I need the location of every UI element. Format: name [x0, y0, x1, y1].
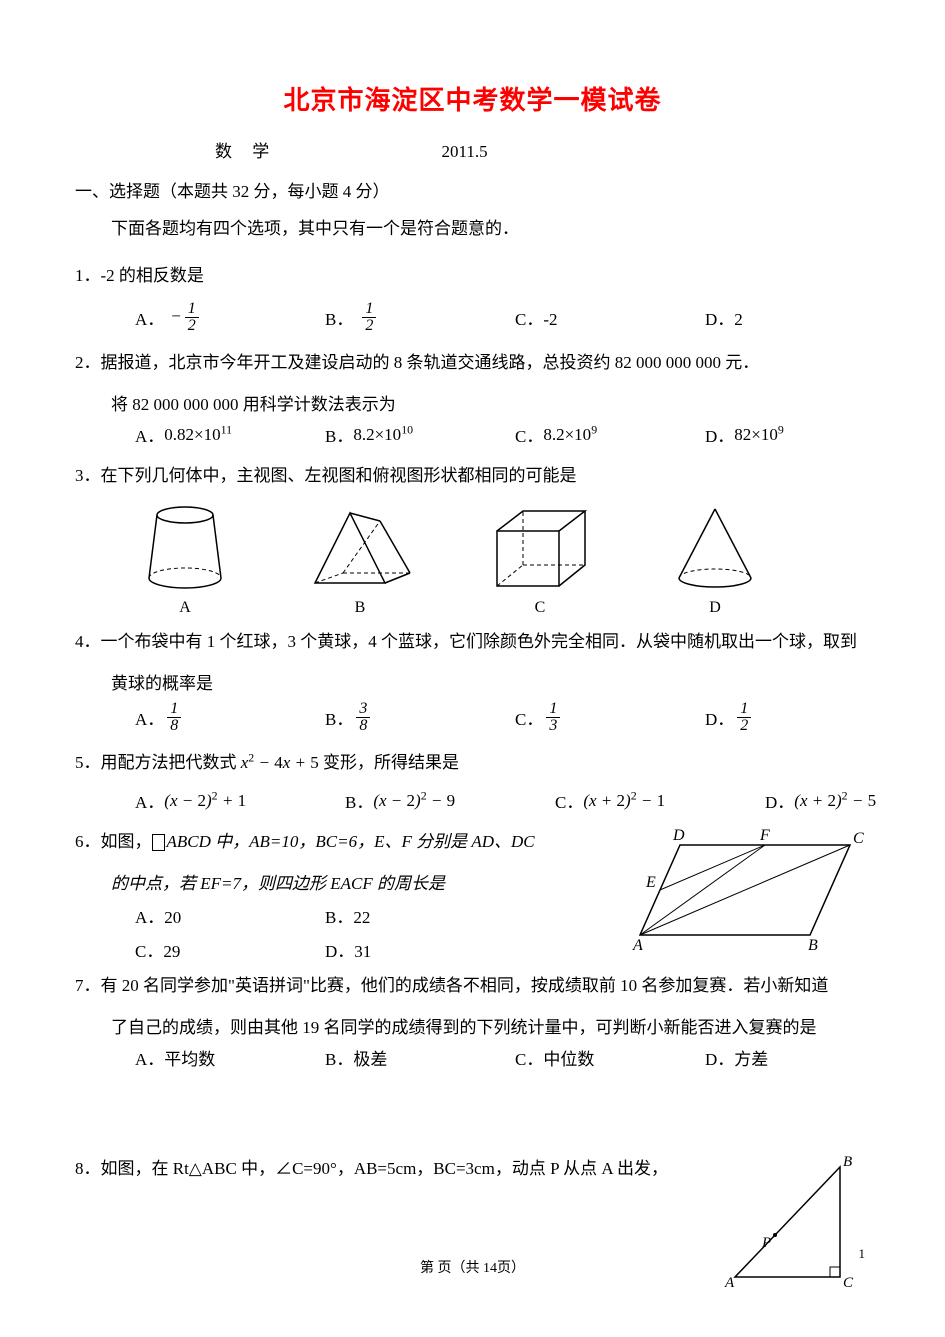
exam-date: 2011.5 — [442, 142, 488, 161]
q1-options: A． −12 B． 12 C．-2 D．2 — [135, 301, 870, 334]
svg-text:C: C — [853, 830, 864, 847]
svg-text:P: P — [761, 1235, 771, 1251]
q4-options: A．18 B．38 C．13 D．12 — [135, 701, 870, 734]
q2-stem: 2．据报道，北京市今年开工及建设启动的 8 条轨道交通线路，总投资约 82 00… — [75, 346, 870, 380]
svg-text:B: B — [808, 937, 818, 954]
svg-text:F: F — [759, 827, 770, 844]
section-sub: 下面各题均有四个选项，其中只有一个是符合题意的． — [111, 214, 870, 239]
q4-opt-b: B．38 — [325, 701, 515, 734]
q2-opt-d: D．82×109 — [705, 422, 895, 447]
prism-icon — [305, 503, 415, 593]
q5-stem: 5．用配方法把代数式 x2 − 4x + 5 变形，所得结果是 — [75, 746, 870, 780]
parallelogram-symbol — [152, 834, 165, 851]
q7-opt-b: B．极差 — [325, 1045, 515, 1070]
q3-shape-c: C — [485, 503, 595, 617]
q6-stem2: 的中点，若 EF=7，则四边形 EACF 的周长是 — [111, 867, 590, 901]
q6-opt-b: B．22 — [325, 901, 515, 935]
q2-opt-b: B．8.2×1010 — [325, 422, 515, 447]
q7-opt-d: D．方差 — [705, 1045, 895, 1070]
page: 北京市海淀区中考数学一模试卷 数 学 2011.5 一、选择题（本题共 32 分… — [0, 0, 945, 1337]
q1-opt-c: C．-2 — [515, 305, 705, 330]
q6-opt-d: D．31 — [325, 935, 515, 969]
page-footer: 第 页（共 14页） — [0, 1257, 945, 1277]
q3-shape-b: B — [305, 503, 415, 617]
q7-opt-c: C．中位数 — [515, 1045, 705, 1070]
svg-text:A: A — [724, 1275, 735, 1291]
q4-opt-a: A．18 — [135, 701, 325, 734]
q1-opt-a: A． −12 — [135, 301, 325, 334]
q7-options: A．平均数 B．极差 C．中位数 D．方差 — [135, 1045, 870, 1070]
q5-opt-a: A．(x − 2)2 + 1 — [135, 788, 345, 813]
page-number: 1 — [859, 1246, 866, 1262]
cube-icon — [485, 503, 595, 593]
q4-opt-c: C．13 — [515, 701, 705, 734]
q2-stem2: 将 82 000 000 000 用科学计数法表示为 — [111, 388, 870, 422]
q6-stem: 6．如图，ABCD 中，AB=10，BC=6，E、F 分别是 AD、DC — [75, 825, 590, 859]
q7-stem2: 了自己的成绩，则由其他 19 名同学的成绩得到的下列统计量中，可判断小新能否进入… — [111, 1011, 870, 1045]
q4-stem2: 黄球的概率是 — [111, 667, 870, 701]
q4-stem: 4．一个布袋中有 1 个红球，3 个黄球，4 个蓝球，它们除颜色外完全相同．从袋… — [75, 625, 870, 659]
svg-text:C: C — [843, 1275, 854, 1291]
section-heading: 一、选择题（本题共 32 分，每小题 4 分） — [75, 177, 870, 202]
q3-stem: 3．在下列几何体中，主视图、左视图和俯视图形状都相同的可能是 — [75, 459, 870, 493]
q5-opt-d: D．(x + 2)2 − 5 — [765, 788, 945, 813]
q3-shape-d: D — [665, 503, 765, 617]
svg-text:E: E — [645, 874, 656, 891]
q1-stem: 1．-2 的相反数是 — [75, 259, 870, 293]
q3-shapes: A B C — [135, 503, 870, 617]
exam-title: 北京市海淀区中考数学一模试卷 — [75, 80, 870, 117]
q6-options: A．20 B．22 C．29 D．31 — [135, 901, 590, 969]
q5-options: A．(x − 2)2 + 1 B．(x − 2)2 − 9 C．(x + 2)2… — [135, 788, 870, 813]
subject-label: 数 学 — [215, 142, 277, 161]
q6-wrap: 6．如图，ABCD 中，AB=10，BC=6，E、F 分别是 AD、DC 的中点… — [75, 825, 870, 969]
svg-text:B: B — [843, 1154, 852, 1170]
q7-stem: 7．有 20 名同学参加"英语拼词"比赛，他们的成绩各不相同，按成绩取前 10 … — [75, 969, 870, 1003]
q6-figure: A B C D E F — [610, 825, 870, 960]
q1-opt-b: B． 12 — [325, 301, 515, 334]
q6-opt-c: C．29 — [135, 935, 325, 969]
cone-icon — [665, 503, 765, 593]
svg-text:D: D — [672, 827, 685, 844]
q2-opt-c: C．8.2×109 — [515, 422, 705, 447]
svg-text:A: A — [632, 937, 643, 954]
q6-opt-a: A．20 — [135, 901, 325, 935]
q2-options: A．0.82×1011 B．8.2×1010 C．8.2×109 D．82×10… — [135, 422, 870, 447]
q5-opt-c: C．(x + 2)2 − 1 — [555, 788, 765, 813]
q5-opt-b: B．(x − 2)2 − 9 — [345, 788, 555, 813]
parallelogram-diagram: A B C D E F — [610, 825, 870, 955]
frustum-icon — [135, 503, 235, 593]
q1-opt-d: D．2 — [705, 305, 895, 330]
q3-shape-a: A — [135, 503, 235, 617]
q8-stem: 8．如图，在 Rt△ABC 中，∠C=90°，AB=5cm，BC=3cm，动点 … — [75, 1152, 690, 1186]
q7-opt-a: A．平均数 — [135, 1045, 325, 1070]
q4-opt-d: D．12 — [705, 701, 895, 734]
q2-opt-a: A．0.82×1011 — [135, 422, 325, 447]
subtitle-row: 数 学 2011.5 — [75, 137, 870, 162]
